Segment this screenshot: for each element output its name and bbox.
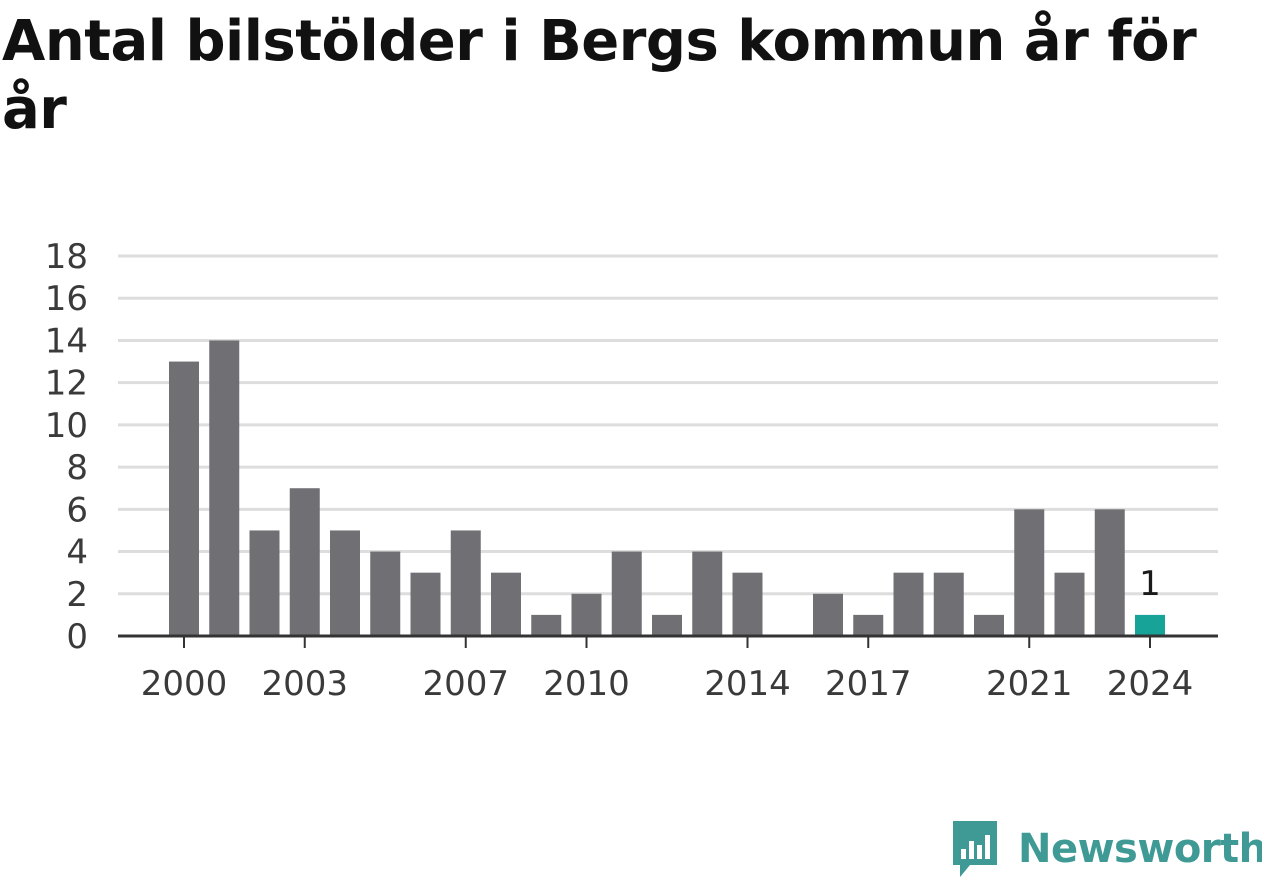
bar-2020: [974, 614, 1004, 636]
bar-2021: [1014, 509, 1045, 636]
x-tick-label: 2024: [1107, 664, 1194, 704]
bar-2003: [289, 488, 320, 636]
bar-2024: [1135, 614, 1165, 636]
bar-2023: [1094, 509, 1125, 636]
bar-2000: [169, 361, 199, 636]
y-tick-label: 4: [66, 533, 88, 573]
grid-lines: [118, 254, 1218, 596]
y-tick-label: 6: [66, 490, 88, 530]
x-tick-label: 2007: [422, 664, 509, 704]
brand-name: Newsworthy: [1018, 826, 1262, 872]
bar-2012: [652, 614, 682, 636]
bar-2006: [410, 572, 441, 636]
bar-2008: [491, 572, 521, 636]
bar-2002: [249, 530, 280, 636]
y-tick-label: 0: [66, 617, 88, 657]
y-tick-label: 12: [45, 364, 88, 404]
x-axis: [118, 634, 1218, 648]
data-label-2024: 1: [1139, 564, 1161, 604]
bar-2014: [732, 572, 763, 636]
bar-2001: [209, 340, 240, 636]
x-tick-label: 2003: [261, 664, 348, 704]
x-tick-label: 2014: [704, 664, 791, 704]
bar-2018: [893, 572, 924, 636]
bar-2013: [692, 551, 723, 636]
bar-2017: [853, 614, 884, 636]
y-tick-label: 14: [45, 321, 88, 361]
x-axis-labels: 2000 2003 2007 2010 2014 2017 2021 2024: [141, 664, 1194, 704]
data-labels: 1: [1139, 564, 1161, 604]
y-tick-label: 8: [66, 448, 88, 488]
x-tick-label: 2017: [825, 664, 912, 704]
newsworthy-logo-icon: [953, 821, 997, 877]
y-tick-label: 16: [45, 279, 88, 319]
bar-2019: [933, 572, 964, 636]
bar-2004: [330, 530, 360, 636]
bars: [169, 340, 1165, 636]
y-tick-label: 2: [66, 575, 88, 615]
bar-2005: [370, 551, 401, 636]
x-tick-label: 2021: [986, 664, 1073, 704]
bar-2022: [1054, 572, 1085, 636]
bar-2011: [611, 551, 642, 636]
bar-2007: [450, 530, 481, 636]
bar-2016: [813, 593, 843, 636]
bar-2009: [531, 614, 562, 636]
x-tick-label: 2000: [141, 664, 228, 704]
y-tick-label: 18: [45, 237, 88, 277]
x-tick-label: 2010: [543, 664, 630, 704]
bar-2010: [571, 593, 602, 636]
brand-logo: Newsworthy: [950, 818, 1262, 880]
y-tick-label: 10: [45, 406, 88, 446]
chart-title: Antal bilstölder i Bergs kommun år för å…: [2, 9, 1197, 142]
